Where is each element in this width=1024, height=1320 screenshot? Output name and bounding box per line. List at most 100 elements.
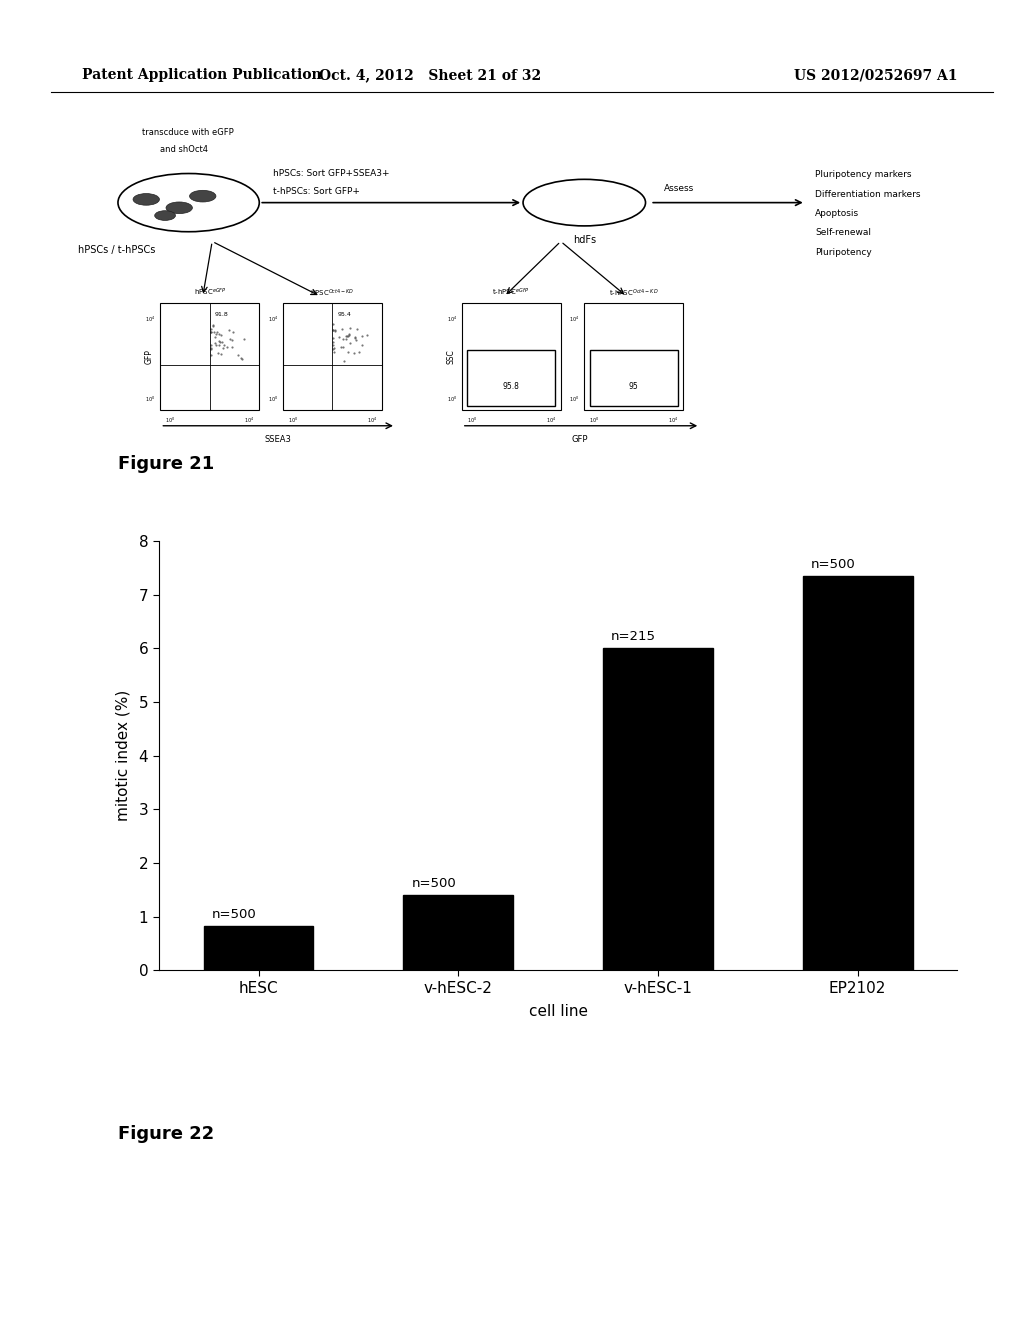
- Text: US 2012/0252697 A1: US 2012/0252697 A1: [794, 69, 957, 82]
- Text: Assess: Assess: [665, 183, 694, 193]
- Ellipse shape: [189, 190, 216, 202]
- Point: [215, 338, 231, 359]
- Text: 95: 95: [629, 381, 639, 391]
- Point: [335, 329, 351, 350]
- Point: [346, 327, 362, 348]
- Text: 95.4: 95.4: [337, 312, 351, 317]
- Point: [206, 322, 222, 343]
- Text: Self-renewal: Self-renewal: [815, 228, 871, 238]
- Point: [216, 334, 232, 355]
- Point: [236, 329, 252, 350]
- Y-axis label: mitotic index (%): mitotic index (%): [116, 690, 130, 821]
- Text: hPSC$^{Oct4-KD}$: hPSC$^{Oct4-KD}$: [310, 286, 354, 298]
- Point: [233, 348, 250, 370]
- Ellipse shape: [155, 211, 175, 220]
- Text: Apoptosis: Apoptosis: [815, 209, 859, 218]
- Point: [213, 343, 229, 364]
- Text: Pluripotency markers: Pluripotency markers: [815, 170, 911, 180]
- Point: [340, 342, 356, 363]
- Point: [210, 331, 226, 352]
- Point: [222, 329, 239, 350]
- Text: GFP: GFP: [144, 348, 154, 364]
- Point: [325, 327, 341, 348]
- Point: [341, 325, 357, 346]
- Point: [338, 326, 354, 347]
- Point: [207, 323, 223, 345]
- Point: [203, 345, 219, 366]
- Point: [203, 318, 219, 339]
- Point: [203, 338, 219, 359]
- Point: [340, 325, 356, 346]
- Point: [213, 325, 229, 346]
- Text: 10$^4$: 10$^4$: [669, 416, 679, 425]
- Point: [326, 338, 342, 359]
- Point: [359, 325, 376, 346]
- Point: [353, 334, 370, 355]
- Point: [342, 333, 358, 354]
- Bar: [204, 927, 313, 970]
- Text: 10$^4$: 10$^4$: [367, 416, 377, 425]
- Bar: [590, 350, 678, 405]
- Text: Patent Application Publication: Patent Application Publication: [82, 69, 322, 82]
- Bar: [403, 895, 513, 970]
- Point: [333, 337, 349, 358]
- Text: 10$^0$: 10$^0$: [446, 395, 457, 404]
- Text: 95.8: 95.8: [503, 381, 520, 391]
- Text: 10$^4$: 10$^4$: [446, 314, 457, 323]
- Point: [351, 341, 368, 362]
- Text: n=500: n=500: [811, 557, 855, 570]
- Point: [203, 321, 219, 342]
- Text: t-hPSC$^{Oct4-KD}$: t-hPSC$^{Oct4-KD}$: [609, 286, 658, 298]
- Point: [214, 331, 230, 352]
- Bar: [161, 302, 259, 409]
- Text: and shOct4: and shOct4: [161, 145, 208, 154]
- Text: 10$^4$: 10$^4$: [546, 416, 556, 425]
- Ellipse shape: [133, 194, 160, 205]
- Point: [203, 338, 219, 359]
- Text: SSEA3: SSEA3: [264, 436, 292, 445]
- Text: n=500: n=500: [212, 908, 256, 921]
- Point: [203, 334, 219, 355]
- Point: [218, 337, 234, 358]
- Text: Figure 22: Figure 22: [118, 1125, 214, 1143]
- Point: [205, 315, 221, 337]
- Text: hPSCs: Sort GFP+SSEA3+: hPSCs: Sort GFP+SSEA3+: [273, 169, 390, 178]
- Bar: [585, 302, 683, 409]
- Point: [224, 321, 241, 342]
- Text: SSC: SSC: [446, 348, 456, 363]
- Point: [223, 330, 240, 351]
- Point: [335, 337, 351, 358]
- Point: [230, 345, 247, 366]
- Point: [338, 329, 354, 350]
- Point: [334, 318, 350, 339]
- Text: 10$^0$: 10$^0$: [145, 395, 156, 404]
- X-axis label: cell line: cell line: [528, 1005, 588, 1019]
- Bar: [462, 302, 561, 409]
- Point: [325, 334, 341, 355]
- Point: [342, 318, 358, 339]
- Point: [327, 321, 343, 342]
- Text: t-hPSCs: Sort GFP+: t-hPSCs: Sort GFP+: [273, 187, 360, 197]
- Text: Differentiation markers: Differentiation markers: [815, 190, 921, 199]
- Text: 10$^0$: 10$^0$: [268, 395, 279, 404]
- Point: [211, 323, 227, 345]
- Point: [207, 326, 223, 347]
- Point: [348, 318, 365, 339]
- Text: Oct. 4, 2012   Sheet 21 of 32: Oct. 4, 2012 Sheet 21 of 32: [319, 69, 541, 82]
- Point: [331, 326, 347, 347]
- Text: Figure 21: Figure 21: [118, 455, 214, 474]
- Text: transcduce with eGFP: transcduce with eGFP: [141, 128, 233, 137]
- Point: [336, 351, 352, 372]
- Text: 91.8: 91.8: [215, 312, 228, 317]
- Ellipse shape: [166, 202, 193, 214]
- Point: [209, 322, 225, 343]
- Point: [341, 323, 357, 345]
- Text: 10$^0$: 10$^0$: [569, 395, 580, 404]
- Text: Pluripotency: Pluripotency: [815, 248, 871, 257]
- Point: [232, 347, 249, 368]
- Text: hPSCs / t-hPSCs: hPSCs / t-hPSCs: [79, 244, 156, 255]
- Text: n=215: n=215: [611, 630, 656, 643]
- Text: 10$^4$: 10$^4$: [145, 314, 156, 323]
- Text: 10$^0$: 10$^0$: [288, 416, 298, 425]
- Point: [325, 313, 341, 334]
